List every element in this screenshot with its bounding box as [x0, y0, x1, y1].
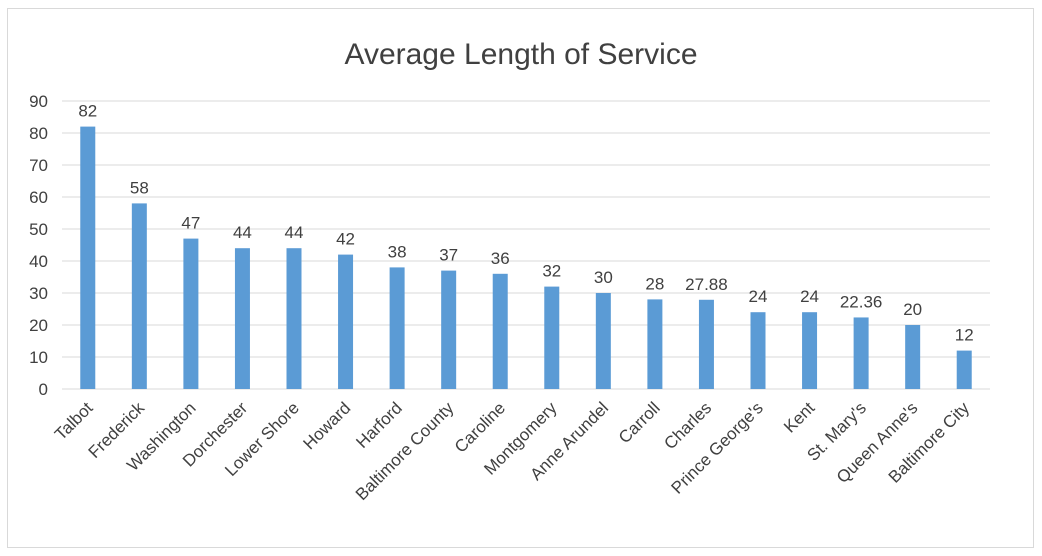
- y-tick-label-70: 70: [29, 156, 48, 175]
- y-tick-label-10: 10: [29, 348, 48, 367]
- data-label-17: 12: [955, 326, 974, 345]
- x-axis-ticks: TalbotFrederickWashingtonDorchesterLower…: [51, 398, 973, 504]
- x-tick-label-11: Carroll: [615, 398, 664, 447]
- bar-10: [595, 293, 611, 389]
- chart-frame: [7, 8, 1034, 548]
- bar-7: [441, 270, 457, 389]
- x-tick-label-13: Prince George's: [668, 398, 767, 497]
- bar-16: [905, 325, 921, 389]
- y-axis-ticks: 0 10 20 30 40 50 60 70 80 90: [29, 92, 48, 399]
- data-label-1: 58: [130, 178, 149, 197]
- x-tick-label-5: Howard: [300, 398, 355, 453]
- bar-17: [956, 350, 972, 389]
- y-tick-label-50: 50: [29, 220, 48, 239]
- data-label-15: 22.36: [840, 292, 883, 311]
- data-label-2: 47: [181, 214, 200, 233]
- y-tick-label-80: 80: [29, 124, 48, 143]
- data-label-16: 20: [903, 300, 922, 319]
- bars: [80, 126, 972, 389]
- data-label-5: 42: [336, 230, 355, 249]
- data-label-11: 28: [645, 274, 664, 293]
- data-label-13: 24: [749, 287, 768, 306]
- data-label-10: 30: [594, 268, 613, 287]
- x-tick-label-0: Talbot: [51, 398, 97, 444]
- data-label-3: 44: [233, 223, 252, 242]
- data-labels: 82 58 47 44 44 42 38 37 36 32 30 28 27.88 24 24 22.36 20…: [78, 102, 973, 345]
- data-label-9: 32: [542, 262, 561, 281]
- data-label-6: 38: [388, 242, 407, 261]
- bar-14: [802, 312, 818, 389]
- chart-title: Average Length of Service: [344, 38, 698, 71]
- data-label-7: 37: [439, 246, 458, 265]
- data-label-12: 27.88: [685, 275, 728, 294]
- data-label-14: 24: [800, 287, 819, 306]
- bar-3: [234, 248, 250, 389]
- bar-0: [80, 126, 96, 389]
- bar-2: [183, 238, 199, 389]
- bar-1: [131, 203, 147, 389]
- gridlines: [62, 100, 990, 390]
- y-tick-label-60: 60: [29, 188, 48, 207]
- y-tick-label-30: 30: [29, 284, 48, 303]
- y-tick-label-0: 0: [39, 380, 48, 399]
- y-tick-label-20: 20: [29, 316, 48, 335]
- bar-8: [492, 273, 508, 389]
- bar-6: [389, 267, 405, 389]
- data-label-8: 36: [491, 249, 510, 268]
- data-label-0: 82: [78, 102, 97, 121]
- bar-11: [647, 299, 663, 389]
- data-label-4: 44: [285, 223, 304, 242]
- bar-5: [338, 254, 354, 389]
- bar-12: [698, 299, 714, 389]
- x-tick-label-14: Kent: [780, 398, 818, 436]
- y-tick-label-90: 90: [29, 92, 48, 111]
- bar-13: [750, 312, 766, 389]
- bar-15: [853, 317, 869, 389]
- y-tick-label-40: 40: [29, 252, 48, 271]
- bar-9: [544, 286, 560, 389]
- bar-4: [286, 248, 302, 389]
- x-tick-label-7: Baltimore County: [352, 398, 458, 504]
